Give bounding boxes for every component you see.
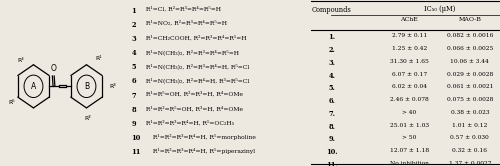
- Text: R¹=R⁵=OH, R²=R³=H, R⁴=OMe: R¹=R⁵=OH, R²=R³=H, R⁴=OMe: [144, 92, 243, 97]
- Text: 0.075 ± 0.0028: 0.075 ± 0.0028: [446, 97, 493, 102]
- Text: > 50: > 50: [402, 135, 416, 140]
- Text: R¹=N(CH₃)₂, R²=R⁴=H, R³=R⁵=Cl: R¹=N(CH₃)₂, R²=R⁴=H, R³=R⁵=Cl: [144, 78, 250, 83]
- Text: 12.07 ± 1.18: 12.07 ± 1.18: [390, 148, 429, 153]
- Text: 8.: 8.: [328, 123, 335, 131]
- Text: 6.02 ± 0.04: 6.02 ± 0.04: [392, 84, 427, 89]
- Text: 0.57 ± 0.030: 0.57 ± 0.030: [450, 135, 489, 140]
- Text: R¹=R²=R³=R⁴=H, R⁵=piperazinyl: R¹=R²=R³=R⁴=H, R⁵=piperazinyl: [152, 148, 256, 155]
- Text: 4.: 4.: [328, 72, 335, 80]
- Text: 10.: 10.: [326, 148, 338, 156]
- Text: 7.: 7.: [328, 110, 335, 118]
- Text: R¹=R²=R³=R⁴=H, R⁵=OC₂H₅: R¹=R²=R³=R⁴=H, R⁵=OC₂H₅: [144, 120, 234, 125]
- Text: R¹=N(CH₃)₂, R²=R³=R⁴=R⁵=H: R¹=N(CH₃)₂, R²=R³=R⁴=R⁵=H: [144, 49, 239, 55]
- Text: 25.01 ± 1.03: 25.01 ± 1.03: [390, 123, 429, 128]
- Text: 1.: 1.: [328, 33, 336, 41]
- Text: 5.: 5.: [328, 84, 335, 92]
- Text: O: O: [50, 64, 56, 73]
- Text: 9.: 9.: [328, 135, 335, 143]
- Text: AChE: AChE: [400, 17, 418, 22]
- Text: B: B: [84, 82, 89, 91]
- Text: 4: 4: [132, 49, 136, 57]
- Text: R⁴: R⁴: [18, 58, 24, 63]
- Text: 2: 2: [132, 21, 136, 29]
- Text: 10: 10: [132, 134, 141, 142]
- Text: R⁵: R⁵: [8, 100, 15, 105]
- Text: R¹=R²=R⁵=OH, R³=H, R⁴=OMe: R¹=R²=R⁵=OH, R³=H, R⁴=OMe: [144, 106, 243, 111]
- Text: R¹=NO₂, R²=R³=R⁴=R⁵=H: R¹=NO₂, R²=R³=R⁴=R⁵=H: [144, 21, 227, 26]
- Text: R¹=CH₂COOH, R²=R³=R⁴=R⁵=H: R¹=CH₂COOH, R²=R³=R⁴=R⁵=H: [144, 35, 246, 40]
- Text: R²: R²: [84, 116, 91, 121]
- Text: 2.79 ± 0.11: 2.79 ± 0.11: [392, 33, 427, 38]
- Text: MAO-B: MAO-B: [458, 17, 481, 22]
- Text: No inhibition: No inhibition: [390, 161, 428, 166]
- Text: 0.32 ± 0.16: 0.32 ± 0.16: [452, 148, 488, 153]
- Text: 6: 6: [132, 78, 136, 85]
- Text: IC₅₀ (μM): IC₅₀ (μM): [424, 5, 455, 13]
- Text: 0.066 ± 0.0025: 0.066 ± 0.0025: [446, 46, 493, 51]
- Text: 31.30 ± 1.65: 31.30 ± 1.65: [390, 59, 428, 64]
- Text: 11.: 11.: [326, 161, 338, 166]
- Text: 9: 9: [132, 120, 136, 128]
- Text: R³: R³: [110, 84, 116, 89]
- Text: 6.07 ± 0.17: 6.07 ± 0.17: [392, 72, 427, 77]
- Text: 3: 3: [132, 35, 136, 43]
- Text: > 40: > 40: [402, 110, 416, 115]
- Text: 6.: 6.: [328, 97, 335, 105]
- Text: Compounds: Compounds: [312, 6, 352, 14]
- Text: 1: 1: [132, 6, 136, 14]
- Text: 0.061 ± 0.0021: 0.061 ± 0.0021: [446, 84, 493, 89]
- Text: 2.: 2.: [328, 46, 335, 54]
- Text: 1.01 ± 0.12: 1.01 ± 0.12: [452, 123, 488, 128]
- Text: R¹=Cl, R²=R³=R⁴=R⁵=H: R¹=Cl, R²=R³=R⁴=R⁵=H: [144, 6, 221, 12]
- Text: 0.38 ± 0.023: 0.38 ± 0.023: [450, 110, 489, 115]
- Text: 8: 8: [132, 106, 136, 114]
- Text: 1.37 ± 0.0027: 1.37 ± 0.0027: [448, 161, 491, 166]
- Text: 10.06 ± 3.44: 10.06 ± 3.44: [450, 59, 489, 64]
- Text: R¹=N(CH₃)₂, R²=R³=R⁴=H, R⁵=Cl: R¹=N(CH₃)₂, R²=R³=R⁴=H, R⁵=Cl: [144, 63, 250, 69]
- Text: 0.029 ± 0.0028: 0.029 ± 0.0028: [446, 72, 493, 77]
- Text: R¹=R²=R³=R⁴=H, R⁵=morpholine: R¹=R²=R³=R⁴=H, R⁵=morpholine: [152, 134, 256, 140]
- Text: R¹: R¹: [96, 56, 102, 61]
- Text: 2.46 ± 0.078: 2.46 ± 0.078: [390, 97, 428, 102]
- Text: 1.25 ± 0.42: 1.25 ± 0.42: [392, 46, 427, 51]
- Text: 3.: 3.: [328, 59, 335, 67]
- Text: A: A: [31, 82, 36, 91]
- Text: 7: 7: [132, 92, 136, 100]
- Text: 0.082 ± 0.0016: 0.082 ± 0.0016: [446, 33, 493, 38]
- Text: 11: 11: [132, 148, 141, 157]
- Text: 5: 5: [132, 63, 136, 71]
